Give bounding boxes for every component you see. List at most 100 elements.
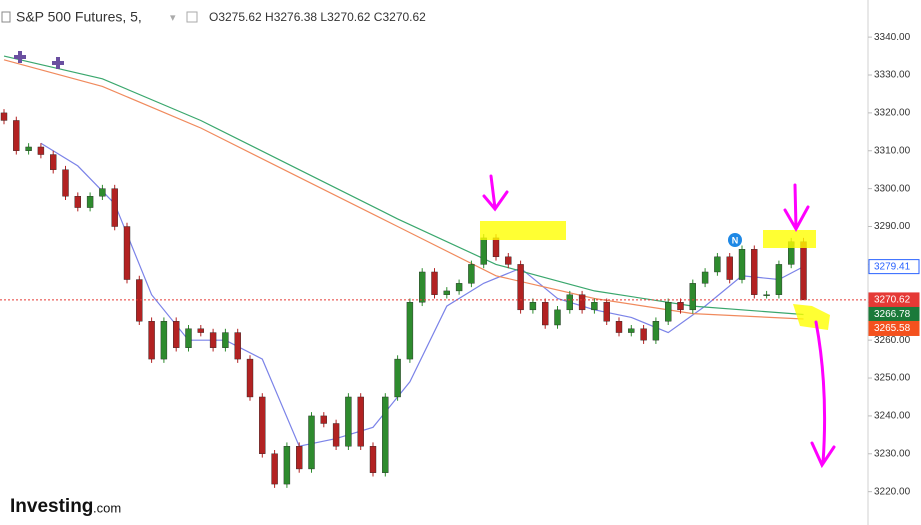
candle-body (775, 264, 783, 295)
candle-body (160, 321, 168, 360)
arrow (482, 174, 509, 212)
candle-body (86, 196, 94, 208)
candle-body (628, 328, 635, 333)
candle-body (62, 169, 69, 197)
settings-icon (186, 11, 198, 23)
arrow (810, 320, 836, 469)
news-marker (728, 233, 742, 247)
chart-title: S&P 500 Futures, 5, (16, 9, 142, 25)
candle-body (800, 241, 807, 301)
candle-body (50, 154, 57, 170)
dropdown-icon: ▾ (170, 12, 176, 24)
candle-body (25, 146, 32, 151)
y-tick-label: 3320.00 (874, 108, 911, 119)
annotations: N (14, 51, 836, 469)
candle-body (111, 188, 118, 227)
candle-body (701, 271, 709, 284)
ohlc-text: O3275.62 H3276.38 L3270.62 C3270.62 (209, 10, 426, 24)
candle-body (74, 196, 82, 208)
candle-body (345, 396, 352, 447)
candle-body (529, 302, 537, 311)
candle-body (99, 188, 106, 197)
y-tick-label: 3310.00 (874, 145, 911, 156)
candle-body (542, 302, 549, 326)
candle-body (406, 302, 414, 360)
logo: Investing .com (10, 496, 121, 517)
logo-text: Investing (10, 496, 93, 517)
price-label-box (868, 292, 920, 308)
candle-body (726, 256, 733, 280)
candle-body (455, 283, 463, 292)
candle-body (615, 321, 623, 333)
y-tick-label: 3340.00 (874, 32, 911, 43)
moving-average-line (3, 59, 804, 320)
candle-body (13, 120, 20, 151)
candle-body (566, 294, 573, 311)
y-tick-label: 3330.00 (874, 70, 911, 81)
news-marker-label: N (732, 235, 739, 245)
candle-body (382, 396, 389, 473)
candle-body (505, 256, 512, 265)
y-tick-label: 3220.00 (874, 486, 911, 497)
candle-body (517, 264, 524, 311)
candle-body (308, 415, 315, 470)
candle-body (148, 321, 155, 360)
candle-body (738, 249, 746, 280)
candle-body (209, 332, 217, 348)
candle-body (480, 237, 487, 265)
candle-body (677, 302, 684, 311)
candle-body (431, 271, 438, 295)
highlight (763, 230, 816, 248)
candle-body (369, 446, 377, 473)
candle-body (197, 328, 205, 333)
candle-body (185, 328, 192, 348)
price-label: 3265.58 (874, 323, 911, 334)
candle-body (320, 415, 327, 424)
price-label-box (868, 259, 920, 275)
candle-body (0, 112, 8, 121)
price-label: 3279.41 (874, 261, 911, 272)
highlight (480, 221, 566, 240)
collapse-icon (1, 11, 11, 23)
candle-body (578, 294, 586, 311)
candle-body (492, 237, 500, 258)
candle-body (394, 358, 401, 398)
candle-body (554, 309, 561, 326)
candle-body (652, 321, 660, 341)
y-tick-label: 3260.00 (874, 335, 911, 346)
candle-body (714, 256, 721, 273)
candle-body (271, 453, 278, 485)
candle-body (640, 328, 647, 341)
candle-body (419, 271, 426, 303)
candle-body (603, 302, 610, 322)
header: S&P 500 Futures, 5, ▾ O3275.62 H3276.38 … (1, 9, 426, 25)
drawing-marker (14, 51, 64, 69)
price-label: 3266.78 (874, 309, 911, 320)
candle-body (222, 332, 229, 348)
candle-body (123, 226, 131, 280)
candle-body (665, 302, 672, 322)
price-label-box (868, 320, 920, 336)
candle-body (283, 446, 291, 485)
candle-body (751, 249, 758, 295)
candle-body (443, 290, 450, 295)
candle-body (234, 332, 241, 360)
candle-body (468, 264, 475, 284)
candle-body (357, 396, 364, 447)
candle-body (172, 321, 180, 348)
logo-suffix: .com (93, 500, 121, 515)
y-tick-label: 3300.00 (874, 183, 911, 194)
candle-body (332, 423, 340, 447)
price-label: 3270.62 (874, 295, 911, 306)
moving-average-line (40, 142, 804, 447)
candle-body (591, 302, 598, 311)
y-tick-label: 3240.00 (874, 411, 911, 422)
y-tick-label: 3230.00 (874, 448, 911, 459)
candle-body (763, 294, 770, 296)
candle-body (37, 146, 45, 155)
candle-body (259, 396, 266, 454)
candle-body (246, 358, 254, 398)
highlight (793, 304, 830, 330)
